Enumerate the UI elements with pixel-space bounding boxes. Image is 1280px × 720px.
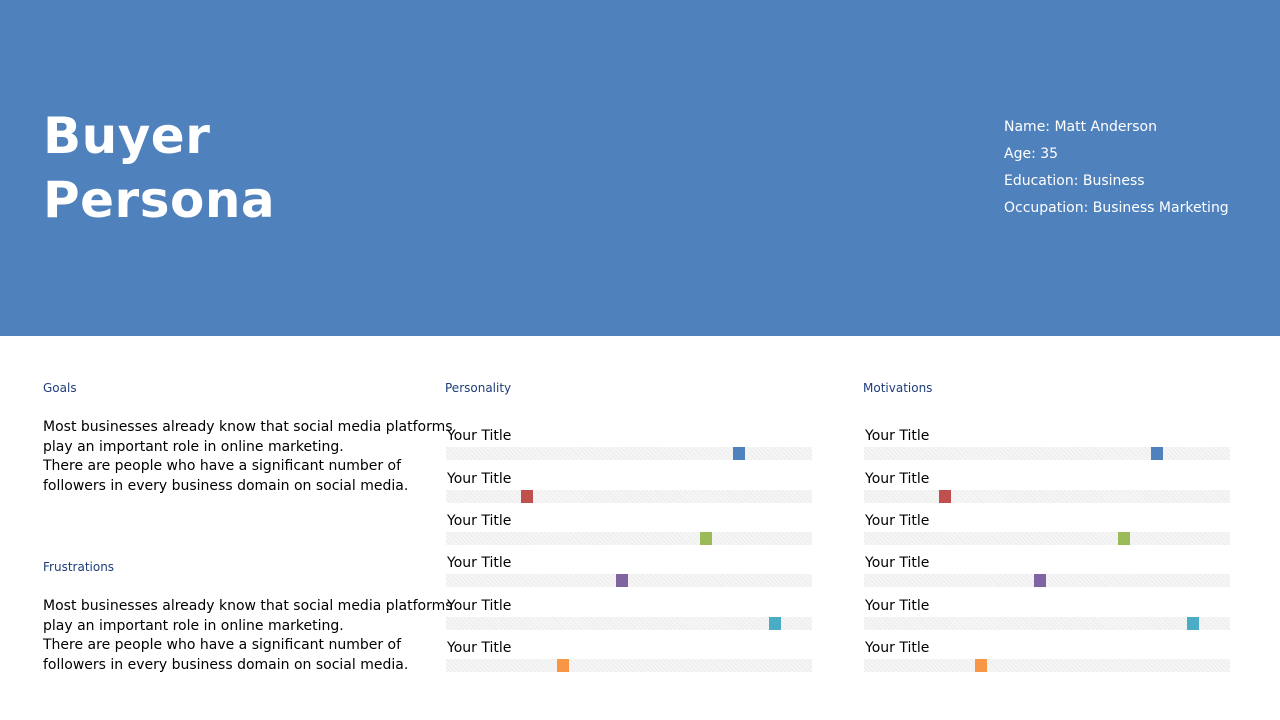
trait-track — [446, 659, 812, 672]
trait-track — [864, 659, 1230, 672]
page-title: Buyer Persona — [43, 104, 275, 232]
trait-track — [864, 490, 1230, 503]
goals-text: Most businesses already know that social… — [43, 418, 453, 496]
trait-track — [446, 447, 812, 460]
motivation-trait: Your Title — [864, 554, 1230, 596]
personality-trait: Your Title — [446, 427, 812, 469]
motivation-trait: Your Title — [864, 597, 1230, 639]
trait-label: Your Title — [865, 555, 930, 571]
trait-marker — [975, 659, 987, 672]
trait-label: Your Title — [447, 428, 512, 444]
trait-label: Your Title — [865, 428, 930, 444]
trait-label: Your Title — [447, 471, 512, 487]
trait-label: Your Title — [447, 640, 512, 656]
goals-text-line-2: There are people who have a significant … — [43, 458, 409, 494]
trait-track — [864, 532, 1230, 545]
trait-label: Your Title — [865, 513, 930, 529]
goals-text-line-1: Most businesses already know that social… — [43, 419, 453, 455]
trait-track — [446, 574, 812, 587]
personality-trait: Your Title — [446, 512, 812, 554]
trait-marker — [1187, 617, 1199, 630]
profile-occupation: Occupation: Business Marketing — [1004, 200, 1229, 216]
personality-heading: Personality — [445, 381, 512, 395]
motivations-heading: Motivations — [863, 381, 933, 395]
page-title-line-1: Buyer — [43, 107, 211, 165]
header-banner: Buyer Persona Name: Matt Anderson Age: 3… — [0, 0, 1280, 336]
trait-track — [446, 532, 812, 545]
trait-marker — [700, 532, 712, 545]
profile-name: Name: Matt Anderson — [1004, 119, 1157, 135]
page-title-line-2: Persona — [43, 171, 276, 229]
frustrations-heading: Frustrations — [43, 560, 115, 574]
trait-marker — [1118, 532, 1130, 545]
trait-marker — [1151, 447, 1163, 460]
trait-marker — [616, 574, 628, 587]
motivation-trait: Your Title — [864, 427, 1230, 469]
personality-trait: Your Title — [446, 554, 812, 596]
profile-info: Name: Matt Anderson Age: 35 Education: B… — [1004, 115, 1229, 223]
trait-marker — [1034, 574, 1046, 587]
trait-label: Your Title — [865, 471, 930, 487]
profile-age: Age: 35 — [1004, 146, 1059, 162]
frustrations-text-line-1: Most businesses already know that social… — [43, 598, 453, 634]
motivation-trait: Your Title — [864, 639, 1230, 681]
trait-marker — [557, 659, 569, 672]
trait-track — [864, 574, 1230, 587]
trait-track — [446, 490, 812, 503]
trait-marker — [733, 447, 745, 460]
trait-marker — [939, 490, 951, 503]
profile-education: Education: Business — [1004, 173, 1145, 189]
trait-label: Your Title — [865, 598, 930, 614]
trait-track — [864, 617, 1230, 630]
personality-trait: Your Title — [446, 597, 812, 639]
trait-marker — [521, 490, 533, 503]
trait-marker — [769, 617, 781, 630]
goals-heading: Goals — [43, 381, 77, 395]
personality-trait: Your Title — [446, 639, 812, 681]
trait-track — [446, 617, 812, 630]
trait-label: Your Title — [865, 640, 930, 656]
motivation-trait: Your Title — [864, 470, 1230, 512]
trait-label: Your Title — [447, 555, 512, 571]
trait-label: Your Title — [447, 513, 512, 529]
trait-label: Your Title — [447, 598, 512, 614]
trait-track — [864, 447, 1230, 460]
frustrations-text-line-2: There are people who have a significant … — [43, 637, 409, 673]
motivation-trait: Your Title — [864, 512, 1230, 554]
personality-trait: Your Title — [446, 470, 812, 512]
frustrations-text: Most businesses already know that social… — [43, 597, 453, 675]
